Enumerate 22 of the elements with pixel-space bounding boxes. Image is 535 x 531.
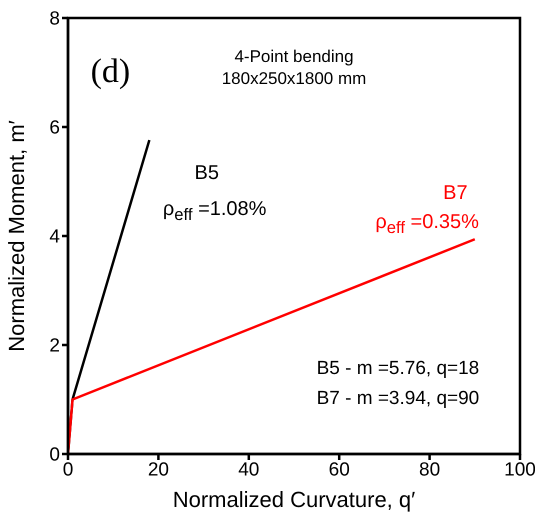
- annotation: 180x250x1800 mm: [222, 68, 366, 88]
- x-tick-label: 80: [419, 459, 440, 480]
- annotation: B7 - m =3.94, q=90: [316, 388, 480, 410]
- y-tick-label: 0: [49, 444, 60, 466]
- x-axis-title: Normalized Curvature, q′: [172, 487, 416, 512]
- x-tick-label: 60: [328, 459, 350, 480]
- annotation: ρ$_{eff}$ =0.35%: [375, 211, 479, 238]
- y-axis-title: Normalized Moment, m′: [4, 120, 29, 352]
- y-tick-label: 4: [49, 226, 60, 248]
- annotation: (d): [90, 53, 130, 91]
- annotation: ρ$_{eff}$ =1.08%: [162, 198, 266, 224]
- series-label: B7: [443, 182, 468, 204]
- text: B5: [194, 162, 220, 186]
- x-tick-label: 40: [238, 459, 260, 480]
- y-tick-label: 2: [49, 336, 60, 357]
- x-tick-label: 20: [148, 459, 169, 480]
- y-tick-label: 8: [49, 8, 60, 30]
- x-tick-label: 0: [62, 459, 74, 480]
- annotation: B5 - m =5.76, q=18: [316, 358, 480, 380]
- x-tick-label: 100: [504, 459, 535, 480]
- annotation: 4-Point bending: [234, 46, 354, 67]
- y-tick-label: 6: [49, 118, 60, 139]
